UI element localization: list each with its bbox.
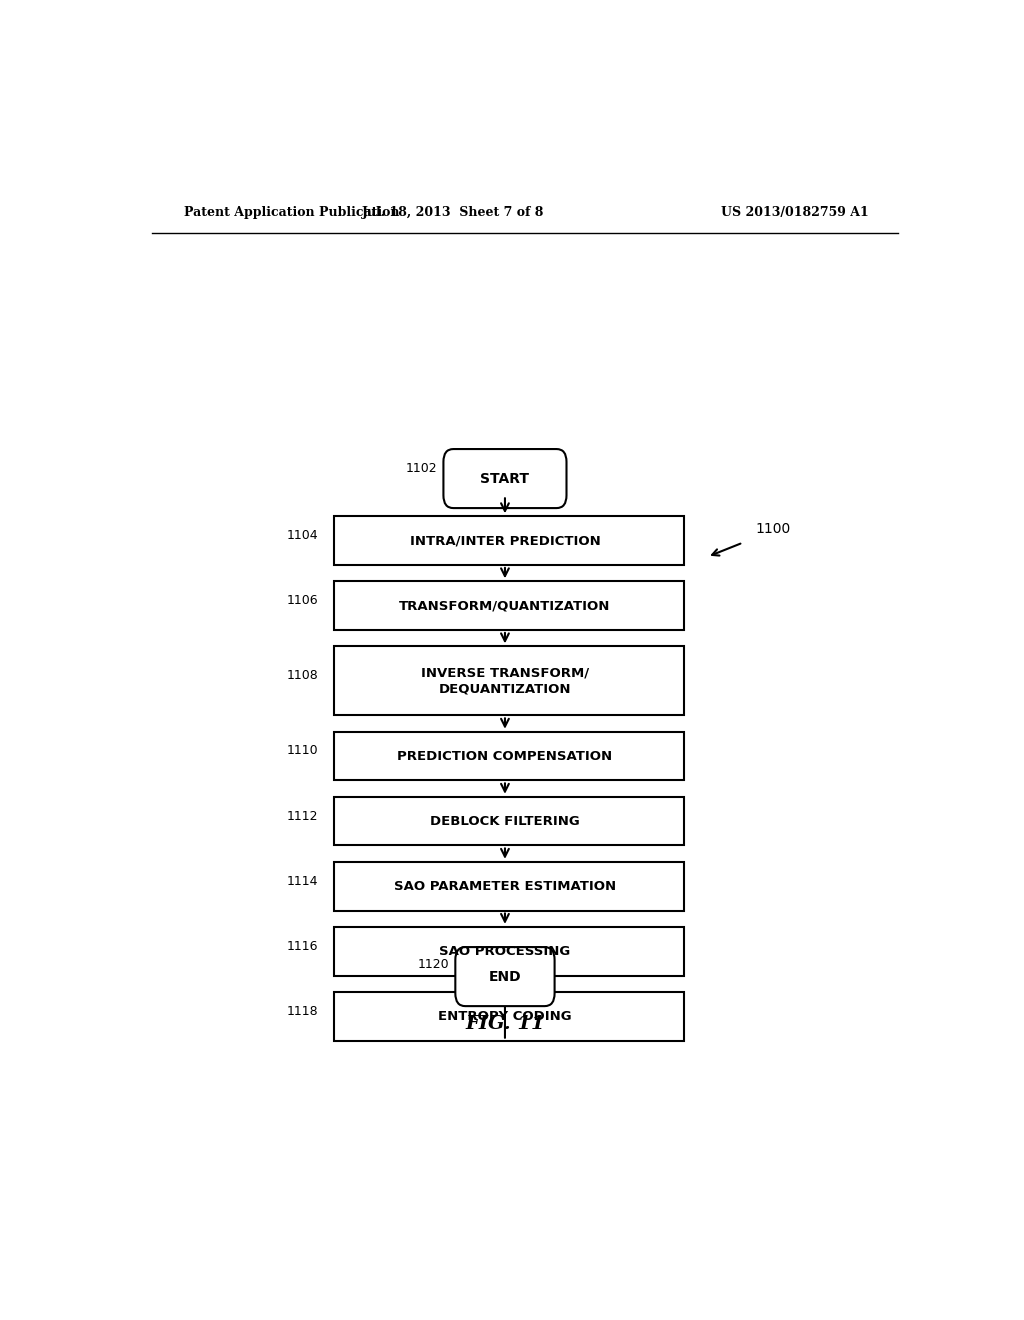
Text: ENTROPY CODING: ENTROPY CODING	[438, 1010, 571, 1023]
Text: 1120: 1120	[418, 958, 450, 972]
Text: START: START	[480, 471, 529, 486]
Text: 1106: 1106	[287, 594, 318, 607]
Text: INTRA/INTER PREDICTION: INTRA/INTER PREDICTION	[410, 535, 600, 546]
FancyBboxPatch shape	[456, 946, 555, 1006]
FancyBboxPatch shape	[334, 862, 684, 911]
Text: TRANSFORM/QUANTIZATION: TRANSFORM/QUANTIZATION	[399, 599, 610, 612]
FancyBboxPatch shape	[334, 797, 684, 846]
Text: 1114: 1114	[287, 875, 318, 887]
Text: 1112: 1112	[287, 809, 318, 822]
Text: 1104: 1104	[287, 529, 318, 543]
FancyBboxPatch shape	[443, 449, 566, 508]
Text: 1100: 1100	[755, 523, 791, 536]
Text: SAO PARAMETER ESTIMATION: SAO PARAMETER ESTIMATION	[394, 879, 616, 892]
Text: END: END	[488, 970, 521, 983]
Text: FIG. 11: FIG. 11	[465, 1015, 545, 1034]
Text: Jul. 18, 2013  Sheet 7 of 8: Jul. 18, 2013 Sheet 7 of 8	[362, 206, 545, 219]
Text: PREDICTION COMPENSATION: PREDICTION COMPENSATION	[397, 750, 612, 763]
FancyBboxPatch shape	[334, 927, 684, 975]
Text: 1116: 1116	[287, 940, 318, 953]
Text: 1118: 1118	[287, 1005, 318, 1018]
Text: US 2013/0182759 A1: US 2013/0182759 A1	[721, 206, 868, 219]
FancyBboxPatch shape	[334, 647, 684, 715]
Text: SAO PROCESSING: SAO PROCESSING	[439, 945, 570, 958]
Text: 1108: 1108	[287, 669, 318, 682]
Text: 1102: 1102	[406, 462, 437, 475]
Text: DEBLOCK FILTERING: DEBLOCK FILTERING	[430, 814, 580, 828]
Text: Patent Application Publication: Patent Application Publication	[183, 206, 399, 219]
Text: 1110: 1110	[287, 744, 318, 758]
FancyBboxPatch shape	[334, 991, 684, 1040]
Text: INVERSE TRANSFORM/
DEQUANTIZATION: INVERSE TRANSFORM/ DEQUANTIZATION	[421, 667, 589, 696]
FancyBboxPatch shape	[334, 581, 684, 630]
FancyBboxPatch shape	[334, 731, 684, 780]
FancyBboxPatch shape	[334, 516, 684, 565]
